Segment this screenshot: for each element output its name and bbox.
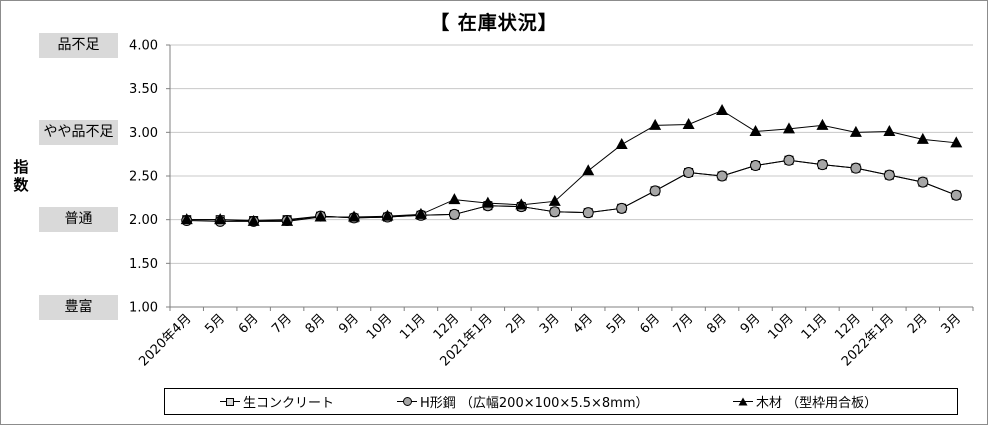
data-point-hbeam (950, 189, 962, 201)
data-point-hbeam (816, 159, 828, 171)
x-tick-label: 6月 (236, 311, 262, 337)
data-point-lumber (281, 214, 294, 226)
data-point-lumber (548, 194, 561, 206)
square-marker-icon (220, 396, 240, 408)
data-point-hbeam (750, 160, 762, 172)
data-point-lumber (314, 210, 327, 222)
category-label-shortage: 品不足 (39, 33, 118, 58)
x-tick-label: 8月 (303, 311, 329, 337)
data-point-lumber (448, 193, 461, 205)
category-label-abundant: 豊富 (39, 295, 118, 320)
data-point-lumber (481, 196, 494, 208)
x-tick-label: 10月 (765, 311, 796, 342)
data-point-hbeam (448, 208, 460, 220)
x-tick-label: 2月 (503, 311, 529, 337)
x-tick-label: 5月 (202, 311, 228, 337)
circle-marker-icon (397, 396, 417, 408)
data-point-lumber (782, 122, 795, 134)
data-point-lumber (180, 213, 193, 225)
data-point-lumber (582, 164, 595, 176)
x-tick-label: 3月 (537, 311, 563, 337)
line-chart: 1.00 1.50 2.00 2.50 3.00 3.50 4.00 2020年4月 5月 6月 7… (129, 39, 974, 369)
x-tick-label: 6月 (637, 311, 663, 337)
data-point-lumber (682, 117, 695, 129)
legend-label-concrete: 生コンクリート (243, 396, 335, 411)
data-point-hbeam (850, 162, 862, 174)
y-tick-label: 1.00 (129, 301, 158, 316)
data-point-lumber (414, 207, 427, 219)
x-tick-label: 10月 (364, 311, 395, 342)
x-tick-label: 8月 (704, 311, 730, 337)
y-tick-label: 3.00 (129, 126, 158, 141)
legend-item-concrete: 生コンクリート (220, 389, 334, 414)
data-point-hbeam (549, 206, 561, 218)
data-point-hbeam (783, 154, 795, 166)
triangle-marker-icon (733, 396, 753, 408)
data-point-lumber (716, 104, 729, 115)
x-tick-label: 2020年4月 (136, 311, 194, 369)
legend: 生コンクリート H形鋼 （広幅200×100×5.5×8mm） 木材 （型枠用合… (164, 388, 958, 415)
category-label-normal: 普通 (39, 207, 118, 232)
y-axis-label: 指数 (13, 158, 29, 194)
data-point-lumber (381, 209, 394, 221)
data-point-lumber (816, 118, 829, 130)
legend-label-hbeam: H形鋼 （広幅200×100×5.5×8mm） (420, 396, 649, 411)
legend-item-lumber: 木材 （型枠用合板） (733, 389, 877, 414)
x-tick-label: 11月 (799, 311, 830, 342)
data-point-hbeam (616, 202, 628, 214)
data-point-hbeam (649, 185, 661, 197)
data-point-hbeam (917, 176, 929, 188)
data-point-lumber (515, 198, 528, 210)
data-point-lumber (615, 138, 628, 150)
legend-label-lumber: 木材 （型枠用合板） (756, 396, 878, 411)
series-line-triangle (186, 109, 957, 222)
data-point-hbeam (716, 170, 728, 182)
data-point-lumber (348, 210, 361, 222)
data-point-lumber (916, 132, 929, 144)
data-point-hbeam (883, 169, 895, 181)
x-tick-label: 5月 (604, 311, 630, 337)
x-tick-label: 9月 (738, 311, 764, 337)
legend-item-hbeam: H形鋼 （広幅200×100×5.5×8mm） (397, 389, 648, 414)
data-point-lumber (849, 125, 862, 137)
data-point-lumber (649, 118, 662, 130)
y-tick-label: 2.50 (129, 170, 158, 185)
data-point-lumber (883, 124, 896, 136)
y-tick-label: 2.00 (129, 213, 158, 228)
data-point-lumber (214, 213, 227, 225)
data-point-hbeam (582, 207, 594, 219)
series-line-circle (186, 159, 957, 222)
category-label-slight-shortage: やや品不足 (39, 120, 118, 145)
chart-title: 【 在庫状況】 (430, 12, 558, 34)
x-tick-label: 7月 (671, 311, 697, 337)
y-tick-label: 3.50 (129, 82, 158, 97)
series-line-square (186, 159, 957, 222)
data-point-lumber (749, 124, 762, 136)
data-point-hbeam (683, 167, 695, 179)
x-tick-label: 9月 (336, 311, 362, 337)
x-tick-label: 11月 (397, 311, 428, 342)
x-tick-label: 7月 (269, 311, 295, 337)
y-tick-label: 1.50 (129, 257, 158, 272)
y-tick-label: 4.00 (129, 39, 158, 54)
data-point-lumber (950, 136, 963, 148)
x-tick-label: 2月 (905, 311, 931, 337)
data-point-lumber (247, 214, 260, 226)
x-tick-label: 4月 (570, 311, 596, 337)
x-tick-label: 3月 (938, 311, 964, 337)
